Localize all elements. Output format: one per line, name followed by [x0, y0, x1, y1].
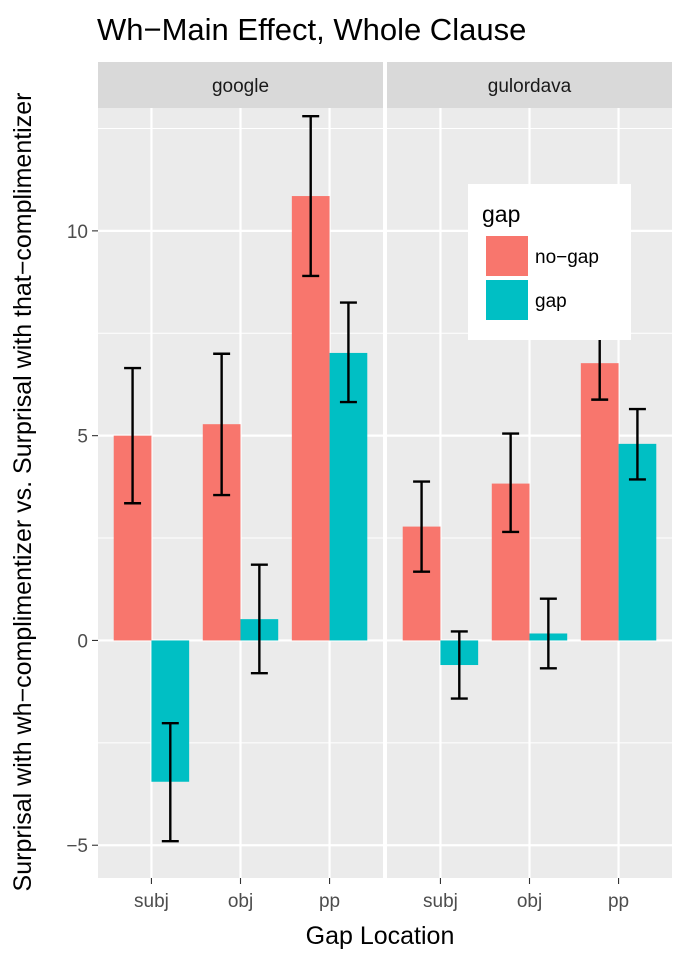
error-bar-no-gap-subj: [124, 366, 142, 505]
x-tick-label-pp: pp: [608, 891, 629, 912]
facet-strip-label: gulordava: [488, 76, 572, 97]
error-bar-no-gap-obj: [213, 352, 231, 497]
legend-label-no-gap: no−gap: [535, 247, 599, 268]
legend-swatch-gap: [486, 280, 528, 320]
facet-strip: [98, 62, 383, 108]
error-bar-no-gap-obj: [502, 432, 520, 534]
legend-title: gap: [482, 201, 520, 227]
bar-no-gap-pp: [580, 363, 619, 641]
x-tick-label-pp: pp: [319, 891, 340, 912]
y-tick-label: 0: [77, 631, 88, 652]
legend-swatch-no-gap: [486, 236, 528, 276]
facet-strip: [387, 62, 672, 108]
x-tick-label-subj: subj: [134, 891, 169, 912]
error-bar-no-gap-pp: [302, 114, 320, 278]
error-bar-gap-subj: [450, 630, 468, 700]
error-bar-no-gap-subj: [413, 480, 431, 573]
y-tick-label: 10: [67, 222, 88, 243]
error-bar-gap-pp: [339, 301, 357, 404]
y-axis-title: Surprisal with wh−complimentizer vs. Sur…: [9, 93, 37, 892]
y-axis: −5 0 5 10: [66, 222, 98, 857]
y-tick-label: 5: [77, 427, 88, 448]
error-bar-gap-pp: [628, 407, 646, 481]
error-bar-gap-subj: [161, 721, 179, 843]
legend: gap no−gap gap: [468, 184, 631, 340]
y-tick-label: −5: [66, 836, 88, 857]
x-tick-label-obj: obj: [228, 891, 253, 912]
chart-title: Wh−Main Effect, Whole Clause: [97, 12, 526, 47]
panel-google: google subj obj pp: [98, 62, 383, 912]
legend-label-gap: gap: [535, 291, 567, 312]
x-tick-label-subj: subj: [423, 891, 458, 912]
facet-strip-label: google: [212, 76, 269, 97]
error-bar-gap-obj: [250, 563, 268, 675]
x-tick-label-obj: obj: [517, 891, 542, 912]
error-bar-gap-obj: [539, 597, 557, 670]
x-axis-title: Gap Location: [306, 922, 455, 950]
